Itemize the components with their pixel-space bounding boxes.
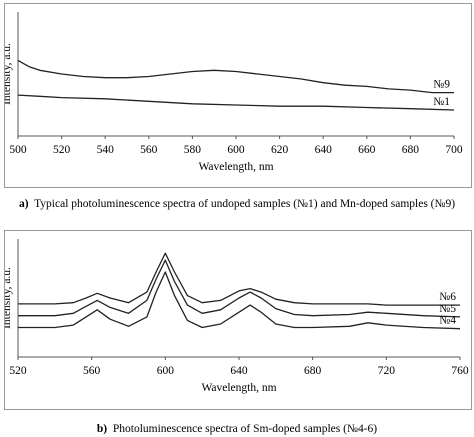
series-line-no9	[17, 59, 454, 94]
spectra-chart-b: 520 560 600 640 680 720 760 Wavelength, nm Inten…	[1, 239, 469, 394]
series-line-no4	[18, 271, 461, 330]
caption-a: a) Typical photoluminescence spectra of …	[0, 198, 474, 210]
chart-panel-b: 520 560 600 640 680 720 760 Wavelength, nm Inten…	[1, 230, 472, 410]
y-axis-label: Intensity, a.u.	[5, 43, 13, 105]
caption-b: b) Photoluminescence spectra of Sm-doped…	[0, 423, 474, 435]
x-tick-label: 680	[304, 365, 322, 377]
x-tick-label: 620	[271, 144, 289, 156]
x-tick-label: 540	[97, 144, 115, 156]
y-axis-label: Intensity, a.u.	[5, 267, 13, 329]
x-tick-label: 520	[53, 144, 71, 156]
x-tick-label: 660	[358, 144, 376, 156]
x-tick-label: 580	[184, 144, 202, 156]
series-label: №5	[439, 303, 456, 315]
x-tick-label: 640	[315, 144, 333, 156]
series-label: №9	[433, 79, 450, 91]
series-label: №1	[433, 96, 450, 108]
series-line-no6	[18, 252, 460, 306]
caption-b-letter: b)	[96, 423, 108, 435]
series-label: №4	[439, 315, 456, 327]
caption-a-text: Typical photoluminescence spectra of und…	[34, 198, 456, 210]
series-line-no1	[17, 94, 455, 111]
x-tick-label: 560	[83, 365, 101, 377]
x-tick-label: 600	[227, 144, 245, 156]
x-tick-label: 700	[445, 144, 463, 156]
caption-b-text: Photoluminescence spectra of Sm-doped sa…	[112, 423, 378, 435]
x-tick-label: 500	[9, 144, 27, 156]
series-line-no5	[18, 259, 461, 318]
chart-panel-a: 500 520 540 560 580 600 620 640 660 680 700 Wavelen…	[1, 3, 472, 188]
caption-a-letter: a)	[18, 198, 29, 210]
x-tick-label: 600	[157, 365, 175, 377]
x-tick-label: 640	[230, 365, 248, 377]
x-axis-label: Wavelength, nm	[198, 161, 273, 173]
x-tick-label: 720	[378, 365, 396, 377]
x-tick-label: 560	[140, 144, 158, 156]
spectra-chart-a: 500 520 540 560 580 600 620 640 660 680 700 Wavelen…	[1, 12, 463, 173]
x-tick-label: 760	[451, 365, 469, 377]
series-label: №6	[439, 291, 456, 303]
x-tick-label: 520	[9, 365, 27, 377]
x-tick-label: 680	[402, 144, 420, 156]
x-axis-label: Wavelength, nm	[201, 382, 276, 394]
